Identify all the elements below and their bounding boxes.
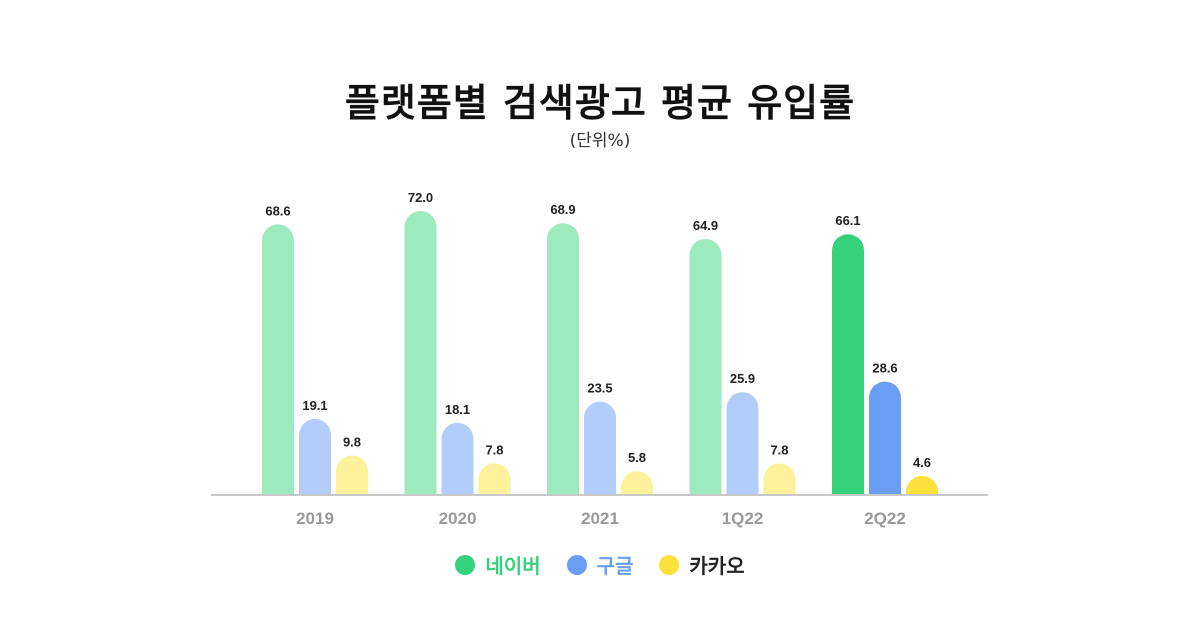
legend-label: 네이버 (485, 554, 541, 578)
legend-item-kakao: 카카오 (659, 550, 745, 579)
data-label: 18.1 (445, 402, 470, 417)
data-label: 7.8 (485, 442, 503, 457)
data-label: 66.1 (835, 213, 860, 228)
legend-label: 카카오 (689, 554, 745, 578)
data-label: 28.6 (872, 361, 897, 376)
bar-2Q22-0 (832, 234, 864, 495)
data-label: 25.9 (730, 371, 755, 386)
bar-2019-2 (336, 455, 368, 494)
x-tick-label: 2020 (439, 509, 477, 528)
x-tick-label: 2019 (296, 509, 334, 528)
bar-2Q22-2 (906, 475, 938, 494)
legend-item-google: 구글 (566, 550, 634, 579)
data-label: 19.1 (302, 398, 327, 413)
bar-2019-1 (299, 418, 331, 494)
bar-2020-2 (478, 463, 511, 494)
bar-1Q22-0 (689, 238, 722, 494)
legend-dot (566, 554, 587, 575)
legend-dot (659, 554, 680, 575)
x-tick-label: 2021 (581, 509, 619, 528)
legend: 네이버 구글 카카오 (0, 550, 1200, 579)
data-label: 4.6 (913, 455, 931, 470)
bar-1Q22-1 (726, 392, 759, 494)
chart-subtitle: (단위%) (569, 131, 631, 151)
bar-2021-0 (547, 223, 579, 494)
bar-2Q22-1 (869, 381, 901, 494)
bar-2020-1 (441, 422, 474, 494)
data-label: 68.9 (550, 202, 575, 217)
data-label: 7.8 (770, 442, 788, 457)
bar-1Q22-2 (763, 463, 796, 494)
data-label: 5.8 (628, 450, 646, 465)
bar-2021-2 (621, 471, 653, 494)
bar-2020-0 (404, 211, 437, 495)
bar-2021-1 (584, 401, 616, 494)
bar-2019-0 (262, 224, 294, 495)
data-label: 23.5 (587, 381, 612, 396)
legend-item-naver: 네이버 (455, 550, 541, 579)
legend-dot (455, 554, 476, 575)
data-label: 72.0 (408, 190, 433, 205)
legend-label: 구글 (596, 554, 634, 578)
data-label: 9.8 (343, 434, 361, 449)
data-label: 68.6 (265, 203, 290, 218)
x-tick-label: 2Q22 (864, 509, 906, 528)
data-label: 64.9 (693, 218, 718, 233)
x-tick-label: 1Q22 (722, 509, 764, 528)
chart-title: 플랫폼별 검색광고 평균 유입률 (344, 81, 856, 125)
